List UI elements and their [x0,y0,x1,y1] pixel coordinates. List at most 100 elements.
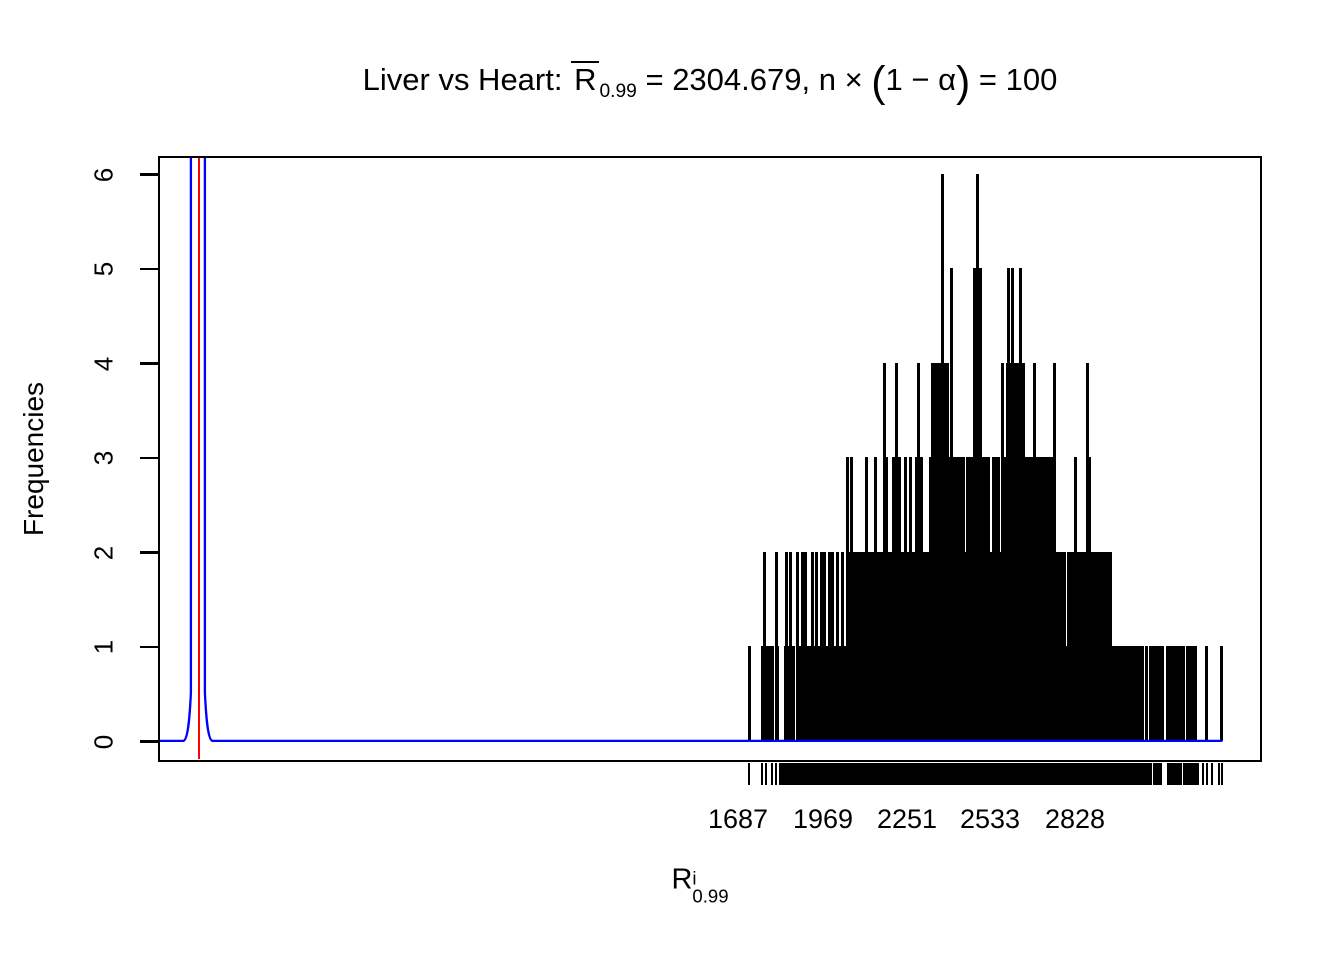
needle [885,457,888,741]
needle [1220,646,1223,741]
needle [1088,457,1091,741]
needle [1011,268,1014,741]
y-tick [140,456,158,460]
rug-tick [1201,763,1205,785]
needle [895,362,898,741]
needle [823,551,826,741]
needle-block [1166,646,1175,741]
needle-block [1095,551,1110,741]
needle-block [1036,457,1055,741]
needle [789,551,792,741]
needle [820,551,823,741]
needle [1001,362,1004,741]
needle-block [966,457,975,741]
needle [811,551,814,741]
title-r-overline: R [571,61,600,97]
x-tick-label: 1969 [792,804,854,834]
needle [920,457,923,741]
needle [785,551,788,741]
rug-tick-block [779,763,1153,785]
needle [846,457,849,741]
y-tick-label: 3 [88,450,119,466]
needle-block [931,362,949,741]
needle-block [847,551,871,741]
needle [973,268,976,741]
y-tick-label: 4 [88,356,119,371]
title-mid: = 2304.679, n × [636,62,872,97]
x-label-scripts: i 0.99 [692,868,729,907]
needle [892,457,895,741]
chart-title: Liver vs Heart: R 0.99 = 2304.679, n × (1… [0,56,1344,106]
y-tick-label: 1 [88,639,119,655]
x-tick-label: 2251 [876,804,938,834]
needle [915,457,918,741]
rug-tick [760,763,764,785]
needle [836,551,839,741]
needle [1109,551,1112,741]
density-curve [160,158,1223,743]
needle [796,551,799,741]
needle [976,173,979,741]
needle [801,551,804,741]
title-paren-inner: 1 − α [885,62,957,97]
needle-block [1067,551,1079,741]
rug-tick [1220,763,1224,785]
y-tick [140,362,158,365]
needle [1019,268,1022,741]
needle [865,457,868,741]
needle [815,551,818,741]
needle [1145,646,1148,741]
needle [874,457,877,741]
needle-block [1115,646,1126,741]
y-tick [140,267,158,271]
needle-block [1002,457,1007,741]
rug-tick-block [1167,763,1183,785]
rug-tick [1217,763,1221,785]
needle [1007,268,1010,741]
y-tick-label: 2 [88,545,119,560]
y-tick-label: 6 [88,167,119,182]
needle [828,551,831,741]
rug-tick [1205,763,1209,785]
rug-tick-block [1183,763,1200,785]
x-label-subscript: 0.99 [692,885,729,907]
y-tick [140,740,158,743]
y-tick-label: 5 [88,261,119,277]
rug-tick-block [1153,763,1163,785]
needle [804,551,807,741]
needle-block [1174,646,1185,741]
y-tick [140,173,158,176]
y-axis-title: Frequencies [18,381,49,537]
needle [904,457,907,741]
needle [941,173,944,741]
needle [763,551,766,741]
rug-tick [1210,763,1214,785]
y-tick-label: 0 [88,734,119,749]
rug-tick [764,763,768,785]
reference-line [197,158,201,759]
needle-block [1186,646,1197,741]
needle-block [992,457,1000,741]
title-prefix: Liver vs Heart: [362,62,572,97]
needle-block [1078,551,1086,741]
needle [1053,362,1056,741]
needle [1033,362,1036,741]
title-paren-open: ( [871,57,886,106]
needle [950,268,953,741]
needle [831,551,834,741]
needle [898,457,901,741]
needle [909,457,912,741]
x-tick-label: 1687 [707,804,769,834]
plot-area [158,156,1262,762]
title-suffix: = 100 [970,62,1058,97]
needle-block [1149,646,1164,741]
needle [841,551,844,741]
needle [850,457,853,741]
x-tick-label: 2828 [1044,804,1106,834]
rug-tick [774,763,778,785]
needle [979,268,982,741]
title-paren-close: ) [956,57,971,106]
x-label-base: R [671,863,693,896]
